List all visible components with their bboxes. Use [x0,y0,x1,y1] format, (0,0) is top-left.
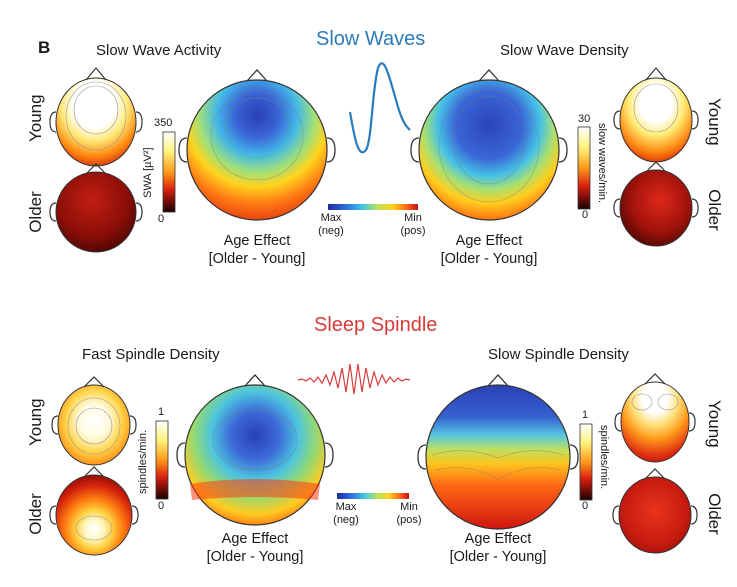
diff-scale-max-bottom: Max (neg) [331,501,361,527]
head-map-age-effect-swd [410,69,568,221]
label-older-fast: Older [26,493,45,535]
label-older-slow: Older [705,493,724,535]
scale-swd-max: 30 [578,113,591,125]
section-title-sleep-spindle: Sleep Spindle [314,314,438,336]
label-young-swd: Young [705,98,724,146]
label-older-swd: Older [705,189,724,231]
age-effect-line2: [Older - Young] [208,251,306,267]
age-effect-line1: Age Effect [223,233,291,249]
spindle-trace [297,363,411,395]
age-effect-line2: [Older - Young] [449,549,547,565]
diff-pos-text: (pos) [396,514,422,526]
colorbar-swd [577,126,591,210]
colorbar-diff-bottom [337,493,409,499]
age-effect-line1: Age Effect [455,233,523,249]
diff-max-text: Max [320,212,342,224]
label-young-slow: Young [705,400,724,448]
scale-swd-unit: slow waves/min. [596,123,608,204]
diff-scale-min-bottom: Min (pos) [394,501,424,527]
label-young-fast: Young [26,398,45,446]
diff-pos-text: (pos) [400,225,426,237]
age-effect-swd-label: Age Effect [Older - Young] [429,232,549,268]
scale-fast-min: 0 [158,500,165,512]
head-map-age-effect-fast-spindle [176,374,334,526]
head-map-older-fast-spindle [49,466,139,556]
scale-fast-unit: spindles/min. [137,429,149,494]
scale-fast-max: 1 [158,406,165,418]
head-map-age-effect-slow-spindle [417,374,579,530]
diff-max-text: Max [335,501,357,513]
diff-neg-text: (neg) [333,514,359,526]
scale-swa-min: 0 [158,213,165,225]
scale-swa-max: 350 [154,117,173,129]
age-effect-line1: Age Effect [464,531,532,547]
age-effect-line2: [Older - Young] [206,549,304,565]
head-map-older-swd [613,161,699,247]
title-fast-spindle-density: Fast Spindle Density [82,346,220,363]
diff-scale-min-top: Min (pos) [398,212,428,238]
label-young-swa: Young [26,94,45,142]
age-effect-slow-label: Age Effect [Older - Young] [438,530,558,566]
age-effect-swa-label: Age Effect [Older - Young] [197,232,317,268]
diff-min-text: Min [400,501,418,513]
label-older-swa: Older [26,191,45,233]
section-title-slow-waves: Slow Waves [316,28,426,50]
age-effect-line2: [Older - Young] [440,251,538,267]
head-map-young-fast-spindle [51,376,137,466]
slow-wave-trace [348,62,411,154]
title-slow-spindle-density: Slow Spindle Density [488,346,629,363]
panel-letter: B [38,38,51,57]
colorbar-slow-spindle [579,423,593,501]
diff-scale-max-top: Max (neg) [316,212,346,238]
scale-swa-unit: SWA [µV²] [142,147,154,198]
colorbar-swa [162,131,176,213]
head-map-young-swd [613,67,699,163]
age-effect-line1: Age Effect [221,531,289,547]
diff-min-text: Min [404,212,422,224]
title-slow-wave-density: Slow Wave Density [500,42,629,59]
head-map-young-swa [49,67,143,167]
head-map-age-effect-swa [178,69,336,221]
age-effect-fast-label: Age Effect [Older - Young] [195,530,315,566]
colorbar-fast-spindle [155,420,169,500]
diff-neg-text: (neg) [318,225,344,237]
scale-slow-unit: spindles/min. [598,425,610,490]
colorbar-diff-top [328,204,418,210]
head-map-older-slow-spindle [612,468,698,554]
scale-swd-min: 0 [582,209,589,221]
scale-slow-max: 1 [582,409,589,421]
title-slow-wave-activity: Slow Wave Activity [96,42,222,59]
head-map-young-slow-spindle [614,373,696,463]
head-map-older-swa [49,163,143,253]
scale-slow-min: 0 [582,500,589,512]
